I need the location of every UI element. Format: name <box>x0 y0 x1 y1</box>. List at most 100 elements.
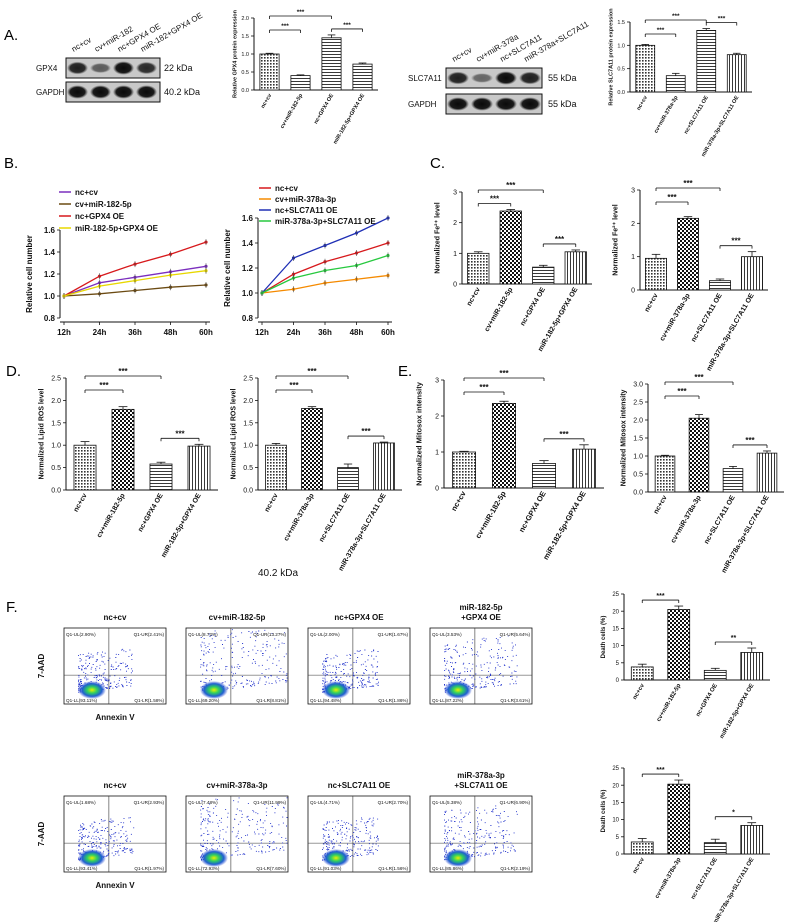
flow-density-cluster <box>200 849 228 867</box>
flow-density-cluster <box>78 681 106 699</box>
bar <box>290 75 311 91</box>
panel-label-d: D. <box>6 363 21 380</box>
blot-band <box>66 85 89 99</box>
x-tick-label: nc+SLC7A11 OE <box>690 292 724 343</box>
flow-title: cv+miR-378a-3p <box>206 781 267 790</box>
y-tick-label: 1.0 <box>51 443 61 450</box>
significance-label: *** <box>118 367 128 376</box>
blot-band <box>112 61 135 75</box>
bar <box>703 669 727 681</box>
y-tick-label: 2.0 <box>241 16 249 22</box>
bar-chart-fe-slc7a11: 0 1 2 3 Normalized Fe²⁺ level nc+cv cv+miR-378… <box>613 179 768 372</box>
bar <box>491 402 516 489</box>
x-tick-label: nc+cv <box>466 286 482 307</box>
x-tick-label: cv+miR-182-5p <box>96 493 127 539</box>
quadrant-ur: Q1-UR(13.27%) <box>253 632 286 637</box>
significance-label: *** <box>297 9 305 16</box>
blot-band <box>89 85 112 99</box>
x-tick-label: cv+miR-182-5p <box>473 489 508 540</box>
flow-title: nc+SLC7A11 OE <box>328 781 391 790</box>
x-tick-label: nc+cv <box>73 492 89 513</box>
quadrant-ll: Q1-LL(87.22%) <box>432 698 464 703</box>
quadrant-ll: Q1-LL(72.93%) <box>188 866 220 871</box>
bar <box>564 251 587 285</box>
flow-title: nc+GPX4 OE <box>334 613 384 622</box>
quadrant-ll: Q1-LL(91.03%) <box>310 866 342 871</box>
blot-band <box>446 97 470 111</box>
flow-title-line: nc+cv <box>104 781 127 790</box>
quadrant-ul: Q1-UL(4.71%) <box>310 800 340 805</box>
flow-title-line: +SLC7A11 OE <box>454 781 508 790</box>
y-tick-label: 0.8 <box>44 314 56 323</box>
y-axis-label: Normalized Fe²⁺ level <box>435 202 442 273</box>
bar <box>301 408 323 491</box>
bar <box>703 842 727 855</box>
bar <box>667 609 691 681</box>
y-tick-label: 1 <box>631 254 635 261</box>
panel-label-c: C. <box>430 155 445 172</box>
bar <box>337 467 359 491</box>
flow-density-cluster <box>444 681 472 699</box>
bar <box>741 256 763 291</box>
blot-row-name: GAPDH <box>36 88 65 97</box>
y-tick-label: 15 <box>612 801 619 807</box>
y-tick-label: 10 <box>612 818 619 824</box>
y-tick-label: 10 <box>612 644 619 650</box>
y-axis-label: Relative SLC7A11 protein expression <box>608 8 614 106</box>
flow-title: nc+cv <box>104 781 127 790</box>
quadrant-lr: Q1-LR(1.97%) <box>134 866 164 871</box>
x-tick-label: cv+miR-378a-3p <box>283 493 316 543</box>
blot-row-name: SLC7A11 <box>408 74 442 83</box>
significance-label: *** <box>555 235 565 244</box>
y-axis-label: Normalized Fe²⁺ level <box>613 204 620 275</box>
y-tick-label: 0.0 <box>243 487 253 494</box>
flow-title: miR-378a-3p +SLC7A11 OE <box>454 771 508 790</box>
quadrant-ur: Q1-UR(2.70%) <box>378 800 409 805</box>
bar-chart-death-cells-slc7a11: 0 5 10 15 20 25 Death cells (%) nc+cv cv+miR-378… <box>601 766 770 922</box>
blot-band <box>135 85 158 99</box>
y-axis-label: Relative cell number <box>223 229 232 307</box>
x-tick-label: 60h <box>381 328 395 337</box>
caption-note: 40.2 kDa <box>258 568 298 579</box>
y-tick-label: 1.5 <box>241 34 249 40</box>
y-tick-label: 1 <box>453 251 457 258</box>
x-tick-label: cv+miR-378a-3p <box>670 495 703 545</box>
y-tick-label: 0.5 <box>617 67 625 73</box>
bar <box>572 448 597 489</box>
quadrant-ur: Q1-UR(2.41%) <box>134 632 165 637</box>
significance-label: *** <box>672 13 680 20</box>
significance-label: *** <box>657 27 665 34</box>
bar <box>265 444 287 491</box>
y-tick-label: 25 <box>612 766 619 772</box>
flow-density-cluster <box>78 849 106 867</box>
y-axis-label: Relative GPX4 protein expression <box>232 9 238 98</box>
y-tick-label: 0.5 <box>243 465 253 472</box>
flow-plot-frame <box>429 627 533 705</box>
bar <box>740 652 764 681</box>
y-tick-label: 2.0 <box>243 398 253 405</box>
y-tick-label: 0 <box>616 852 620 858</box>
quadrant-ul: Q1-UL(3.53%) <box>432 632 462 637</box>
legend-label: miR-378a-3p+SLC7A11 OE <box>275 217 376 226</box>
bar <box>665 75 686 93</box>
x-tick-label: nc+SLC7A11 OE <box>690 857 719 901</box>
legend-label: nc+cv <box>75 188 98 197</box>
y-axis-label: Death cells (%) <box>601 790 607 833</box>
significance-label: *** <box>479 383 489 392</box>
x-tick-label: 24h <box>93 328 107 337</box>
blot-strip <box>445 67 543 89</box>
blot-band <box>470 73 494 83</box>
y-tick-label: 0.5 <box>241 70 249 76</box>
x-tick-label: nc+cv <box>636 94 650 111</box>
y-tick-label: 1.0 <box>241 52 249 58</box>
x-tick-label: nc+SLC7A11 OE <box>683 95 710 135</box>
bar <box>321 37 342 91</box>
y-tick-label: 1.6 <box>242 214 254 223</box>
quadrant-ul: Q1-UL(2.00%) <box>310 632 340 637</box>
bar <box>722 468 744 493</box>
lane-label: nc+cv <box>451 45 474 63</box>
x-tick-label: nc+GPX4 OE <box>313 93 335 126</box>
bar <box>187 445 211 491</box>
x-tick-label: cv+miR-378a-3p <box>653 94 680 134</box>
